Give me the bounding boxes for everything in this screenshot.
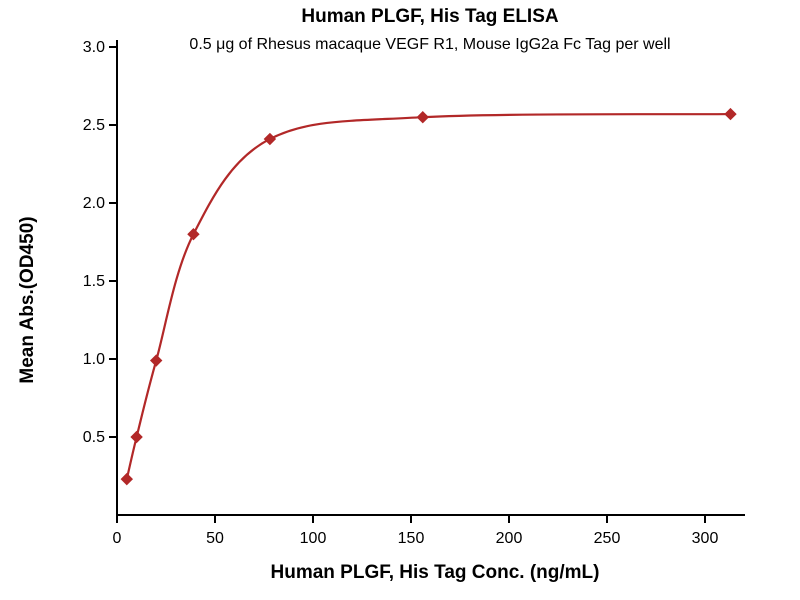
x-tick-label: 50: [206, 530, 224, 547]
y-tick-label: 1.0: [83, 351, 105, 368]
x-tick-label: 150: [398, 530, 425, 547]
y-tick-label: 3.0: [83, 39, 105, 56]
y-tick-label: 2.5: [83, 117, 105, 134]
data-point-marker: [187, 227, 200, 241]
chart-subtitle: 0.5 μg of Rhesus macaque VEGF R1, Mouse …: [189, 36, 671, 53]
x-axis-title: Human PLGF, His Tag Conc. (ng/mL): [270, 562, 600, 583]
y-tick-label: 1.5: [83, 273, 105, 290]
data-point-marker: [263, 132, 277, 146]
x-tick-label: 300: [692, 530, 719, 547]
x-tick-label: 0: [113, 530, 122, 547]
chart-title: Human PLGF, His Tag ELISA: [301, 6, 559, 27]
data-point-marker: [120, 472, 134, 486]
data-point-marker: [724, 107, 737, 121]
x-tick-label: 100: [300, 530, 327, 547]
y-tick-label: 0.5: [83, 429, 105, 446]
data-point-marker: [149, 354, 163, 367]
x-tick-label: 250: [594, 530, 621, 547]
data-point-marker: [130, 430, 143, 444]
fit-curve: [125, 112, 731, 480]
y-tick-label: 2.0: [83, 195, 105, 212]
x-tick-label: 200: [496, 530, 523, 547]
data-point-marker: [416, 110, 429, 124]
